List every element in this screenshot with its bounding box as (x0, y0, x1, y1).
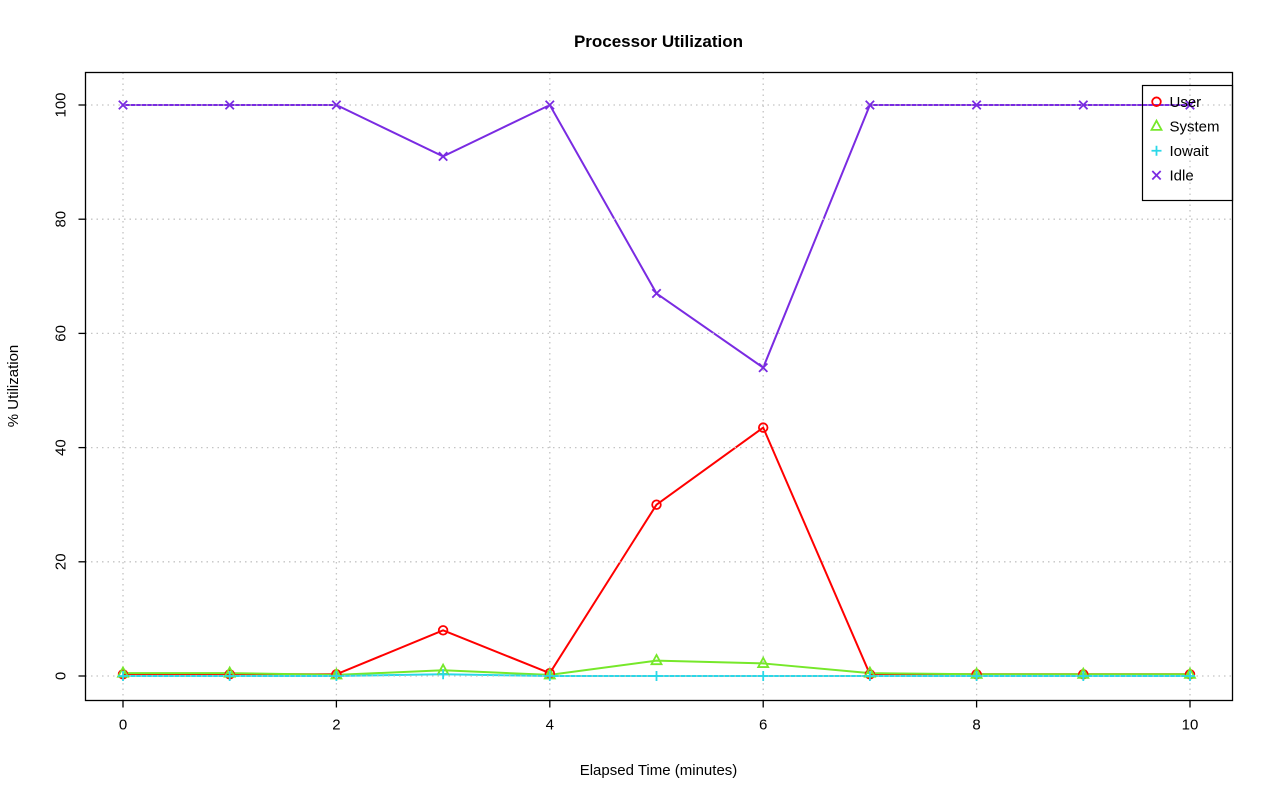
chart-title: Processor Utilization (573, 32, 744, 51)
legend-label-iowait: Iowait (1170, 143, 1210, 160)
x-tick-label: 2 (332, 717, 340, 734)
series-markers (116, 100, 1197, 681)
x-tick-label: 4 (546, 717, 554, 734)
x-tick-label: 0 (119, 717, 127, 734)
y-tick-label: 0 (53, 672, 70, 680)
legend: User System Iowait Idle (1141, 84, 1234, 202)
series-markers-user (117, 422, 1196, 680)
grid-lines (85, 72, 1233, 701)
y-tick-label: 80 (53, 211, 70, 228)
y-tick-label: 100 (53, 92, 70, 117)
x-tick-label: 8 (972, 717, 980, 734)
series-line-user (123, 426, 1190, 676)
x-tick-label: 10 (1182, 717, 1199, 734)
y-tick-label: 20 (53, 553, 70, 570)
plot-border (84, 71, 1234, 702)
legend-box (1141, 84, 1234, 202)
x-tick-label: 6 (759, 717, 767, 734)
legend-label-user: User (1170, 94, 1202, 111)
legend-label-idle: Idle (1170, 167, 1194, 184)
series-line-idle (123, 103, 1190, 370)
y-tick-label: 40 (53, 439, 70, 456)
y-tick-label: 60 (53, 325, 70, 342)
series-lines (123, 103, 1190, 677)
legend-label-system: System (1170, 118, 1220, 135)
series-markers-iowait (118, 669, 1195, 681)
x-axis-label: Elapsed Time (minutes) (579, 762, 738, 779)
series-markers-idle (118, 100, 1195, 373)
series-line-system (123, 659, 1190, 676)
